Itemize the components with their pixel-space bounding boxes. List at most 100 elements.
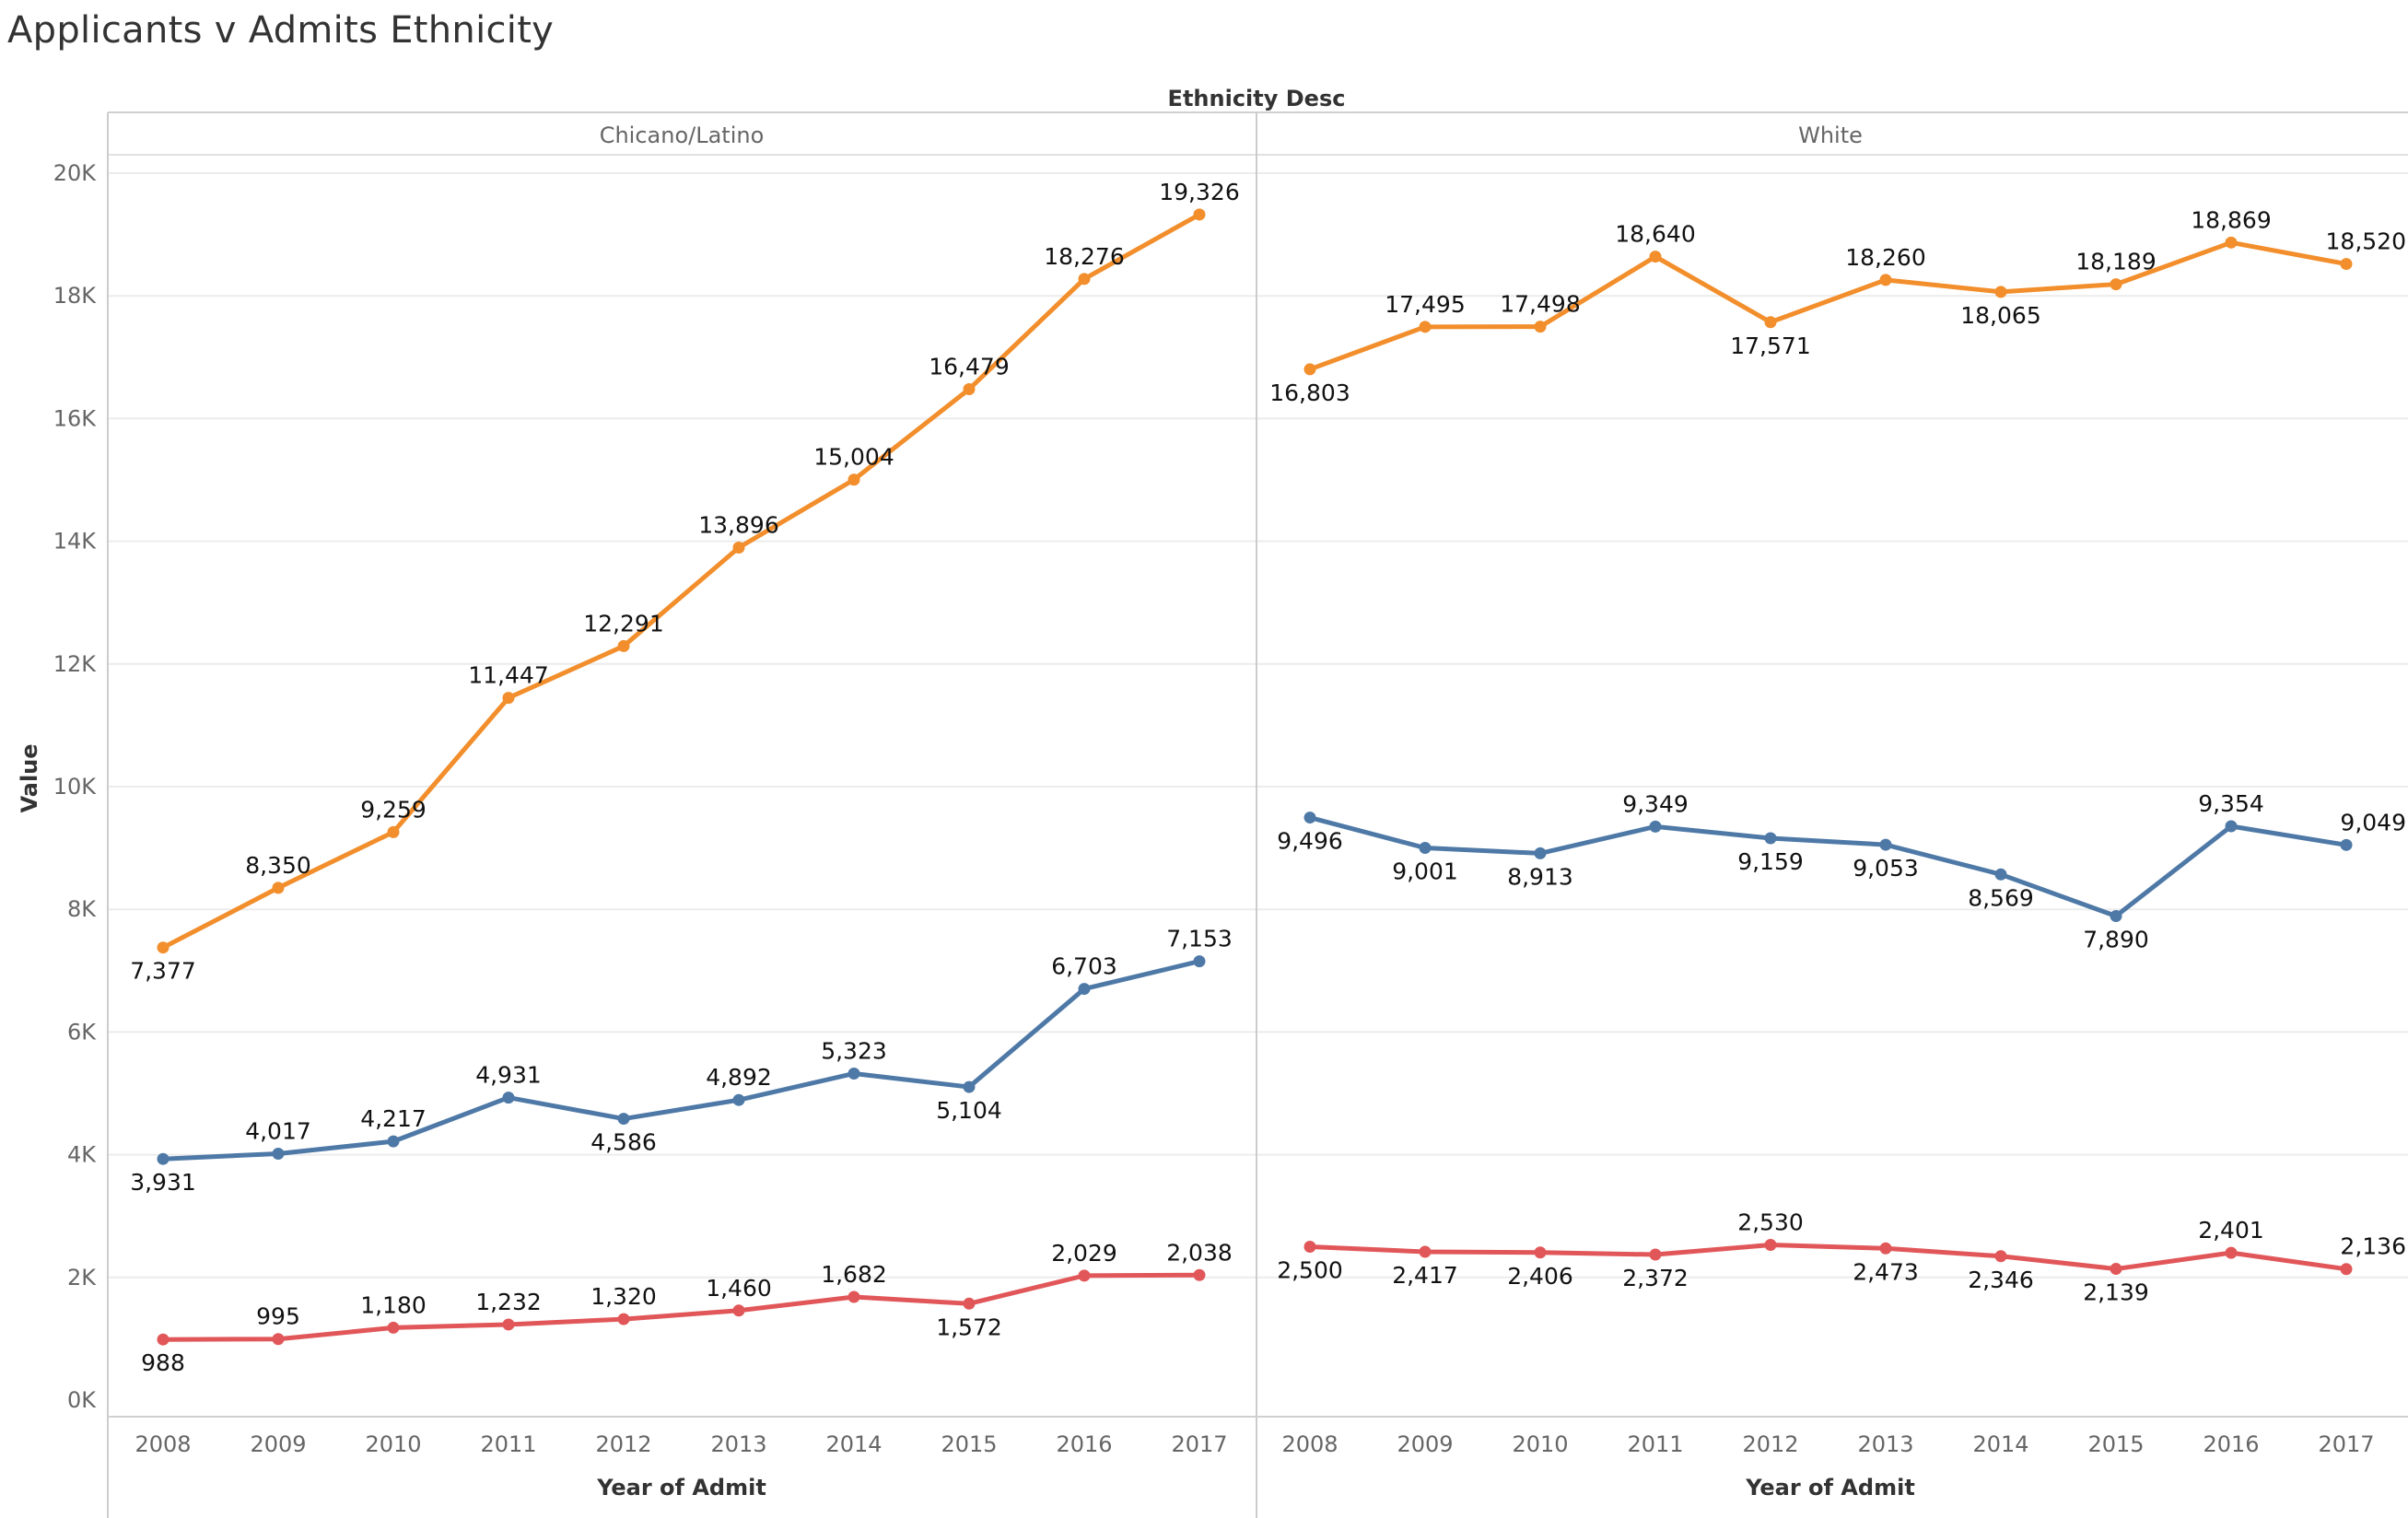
y-tick-label: 18K xyxy=(53,283,98,309)
data-label: 2,473 xyxy=(1853,1258,1919,1285)
y-tick-label: 16K xyxy=(53,405,98,431)
data-label: 13,896 xyxy=(698,512,778,539)
data-label: 1,232 xyxy=(475,1289,542,1315)
series-line xyxy=(160,959,1202,1162)
data-label: 4,931 xyxy=(475,1062,542,1089)
data-point xyxy=(157,941,169,954)
x-tick-label: 2014 xyxy=(825,1431,882,1457)
x-tick-label: 2008 xyxy=(1281,1431,1338,1457)
data-label: 4,017 xyxy=(245,1117,311,1144)
data-point xyxy=(732,542,745,555)
chart-title: Applicants v Admits Ethnicity xyxy=(7,9,555,52)
y-tick-label: 14K xyxy=(53,529,98,555)
x-tick-label: 2012 xyxy=(1742,1431,1798,1457)
data-label: 15,004 xyxy=(813,444,894,471)
y-axis-title: Value xyxy=(17,743,42,812)
x-axis-title-chicano-latino: Year of Admit xyxy=(596,1475,766,1500)
data-label: 2,406 xyxy=(1507,1263,1573,1290)
data-label: 2,346 xyxy=(1968,1267,2034,1293)
x-tick-label: 2017 xyxy=(2318,1431,2374,1457)
data-label: 988 xyxy=(141,1349,185,1376)
data-point xyxy=(1649,820,1662,833)
data-label: 7,153 xyxy=(1166,926,1233,952)
data-label: 2,401 xyxy=(2198,1217,2264,1244)
data-label: 5,323 xyxy=(821,1037,887,1064)
data-label: 8,913 xyxy=(1507,863,1573,890)
data-point xyxy=(2110,278,2122,291)
data-label: 18,869 xyxy=(2191,206,2271,233)
chart-frame: Ethnicity Desc Chicano/Latino White Valu… xyxy=(17,86,2408,1518)
series xyxy=(157,208,2353,1346)
data-point xyxy=(502,692,515,705)
data-point xyxy=(1078,1269,1091,1282)
data-label: 1,460 xyxy=(706,1275,772,1302)
data-point xyxy=(963,1080,976,1093)
data-point xyxy=(1994,868,2007,881)
data-point xyxy=(1764,316,1777,329)
x-axis-title-white: Year of Admit xyxy=(1745,1475,1915,1500)
x-axis-ticks: 2008 2009 2010 2011 2012 2013 2014 2015 2016 2017… xyxy=(134,1431,2374,1457)
data-label: 9,354 xyxy=(2198,790,2264,817)
x-tick-label: 2014 xyxy=(1972,1431,2028,1457)
gridlines xyxy=(108,172,2408,1279)
x-tick-label: 2017 xyxy=(1171,1431,1227,1457)
data-label: 18,260 xyxy=(1845,244,1925,271)
x-tick-label: 2011 xyxy=(480,1431,536,1457)
data-point xyxy=(1994,1250,2007,1263)
data-point xyxy=(617,1113,630,1126)
data-point xyxy=(617,639,630,652)
x-tick-label: 2008 xyxy=(134,1431,191,1457)
x-tick-label: 2016 xyxy=(1056,1431,1112,1457)
y-tick-label: 8K xyxy=(67,896,97,922)
data-point xyxy=(617,1313,630,1325)
data-label: 1,320 xyxy=(590,1283,657,1310)
x-tick-label: 2009 xyxy=(250,1431,306,1457)
data-point xyxy=(1534,321,1547,333)
data-label: 18,276 xyxy=(1044,243,1124,270)
data-point xyxy=(1649,251,1662,263)
data-point xyxy=(963,382,976,395)
series-line xyxy=(160,212,1202,951)
data-point xyxy=(387,825,400,838)
x-tick-label: 2013 xyxy=(710,1431,766,1457)
series-line xyxy=(1307,1243,2349,1272)
data-point xyxy=(387,1135,400,1148)
x-tick-label: 2010 xyxy=(1512,1431,1568,1457)
data-label: 9,053 xyxy=(1853,855,1919,882)
data-label: 18,640 xyxy=(1615,221,1695,248)
data-point xyxy=(1078,983,1091,996)
column-header-title: Ethnicity Desc xyxy=(1168,86,1346,111)
data-label: 8,350 xyxy=(245,852,311,879)
data-point xyxy=(1879,274,1892,286)
x-tick-label: 2010 xyxy=(365,1431,421,1457)
y-tick-label: 6K xyxy=(67,1019,97,1045)
data-label: 2,029 xyxy=(1051,1240,1117,1267)
data-labels: 7,377 8,350 9,259 11,447 12,291 13,896 15,004 1… xyxy=(130,179,2406,1376)
series-line xyxy=(1307,815,2349,919)
data-point xyxy=(502,1092,515,1104)
data-label: 17,498 xyxy=(1500,291,1580,318)
data-point xyxy=(1764,832,1777,845)
data-label: 16,803 xyxy=(1269,380,1350,406)
data-point xyxy=(272,882,285,894)
data-label: 2,372 xyxy=(1622,1265,1689,1291)
data-point xyxy=(1303,812,1316,824)
data-point xyxy=(2340,258,2353,271)
data-label: 1,180 xyxy=(360,1291,427,1318)
data-label: 17,571 xyxy=(1730,333,1810,359)
data-point xyxy=(502,1318,515,1331)
data-label: 5,104 xyxy=(936,1097,1002,1124)
data-label: 9,001 xyxy=(1392,858,1458,885)
data-point xyxy=(732,1304,745,1317)
data-point xyxy=(2225,820,2238,833)
data-label: 9,049 xyxy=(2340,809,2406,835)
y-tick-label: 0K xyxy=(67,1387,97,1413)
data-label: 9,159 xyxy=(1737,848,1804,875)
data-label: 2,038 xyxy=(1166,1239,1233,1266)
data-label: 9,496 xyxy=(1277,828,1343,855)
data-label: 2,417 xyxy=(1392,1262,1458,1289)
data-point xyxy=(272,1147,285,1160)
data-label: 6,703 xyxy=(1051,953,1117,980)
data-point xyxy=(1534,1246,1547,1259)
data-label: 4,586 xyxy=(590,1129,657,1156)
